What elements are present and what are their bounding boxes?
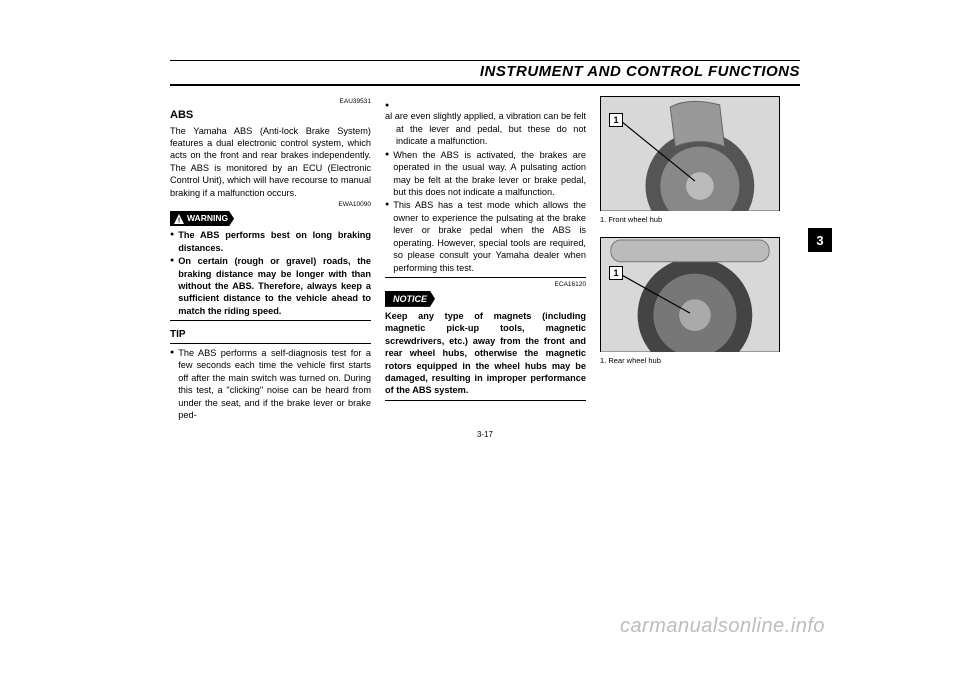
warning-item: The ABS performs best on long braking di… [170,229,371,254]
notice-badge: NOTICE [385,291,435,307]
tip-list-cont: al are even slightly applied, a vibratio… [385,98,586,274]
warning-label-text: WARNING [187,213,228,224]
intro-paragraph: The Yamaha ABS (Anti-lock Brake System) … [170,125,371,200]
column-1: EAU39531 ABS The Yamaha ABS (Anti-lock B… [170,96,371,422]
tip-list: The ABS performs a self-diagnosis test f… [170,347,371,422]
figure-caption: 1. Rear wheel hub [600,356,800,366]
column-2: al are even slightly applied, a vibratio… [385,96,586,422]
figure-callout: 1 [609,266,623,280]
page-number: 3-17 [170,430,800,439]
ref-code: EAU39531 [170,98,371,107]
rule [170,320,371,321]
tip-item: When the ABS is activated, the brakes ar… [385,149,586,199]
notice-paragraph: Keep any type of magnets (including magn… [385,310,586,397]
content-columns: EAU39531 ABS The Yamaha ABS (Anti-lock B… [170,96,800,422]
section-title-abs: ABS [170,108,371,123]
ref-code: EWA10090 [170,201,371,210]
column-3: 1 1. Front wheel hub 1 1. Rear wheel hub [600,96,800,422]
tip-item: This ABS has a test mode which allows th… [385,199,586,274]
chapter-tab: 3 [808,228,832,252]
warning-item: On certain (rough or gravel) roads, the … [170,255,371,317]
ref-code: ECA16120 [385,281,586,290]
figure-callout: 1 [609,113,623,127]
warning-icon: ! [174,214,184,224]
front-wheel-illustration [601,97,779,211]
manual-page: INSTRUMENT AND CONTROL FUNCTIONS EAU3953… [170,60,800,620]
rule [385,400,586,401]
figure-caption: 1. Front wheel hub [600,215,800,225]
warning-badge: ! WARNING [170,211,234,226]
warning-list: The ABS performs best on long braking di… [170,229,371,317]
rear-wheel-illustration [601,238,779,352]
tip-item-cont: al are even slightly applied, a vibratio… [385,98,586,148]
figure-rear-wheel: 1 [600,237,780,352]
tip-item: The ABS performs a self-diagnosis test f… [170,347,371,422]
page-header-title: INSTRUMENT AND CONTROL FUNCTIONS [170,63,800,80]
rule [385,277,586,278]
figure-front-wheel: 1 [600,96,780,211]
svg-text:!: ! [178,217,180,224]
rule [170,343,371,344]
notice-label-text: NOTICE [393,294,427,304]
tip-label: TIP [170,329,186,340]
header-rule: INSTRUMENT AND CONTROL FUNCTIONS [170,60,800,86]
